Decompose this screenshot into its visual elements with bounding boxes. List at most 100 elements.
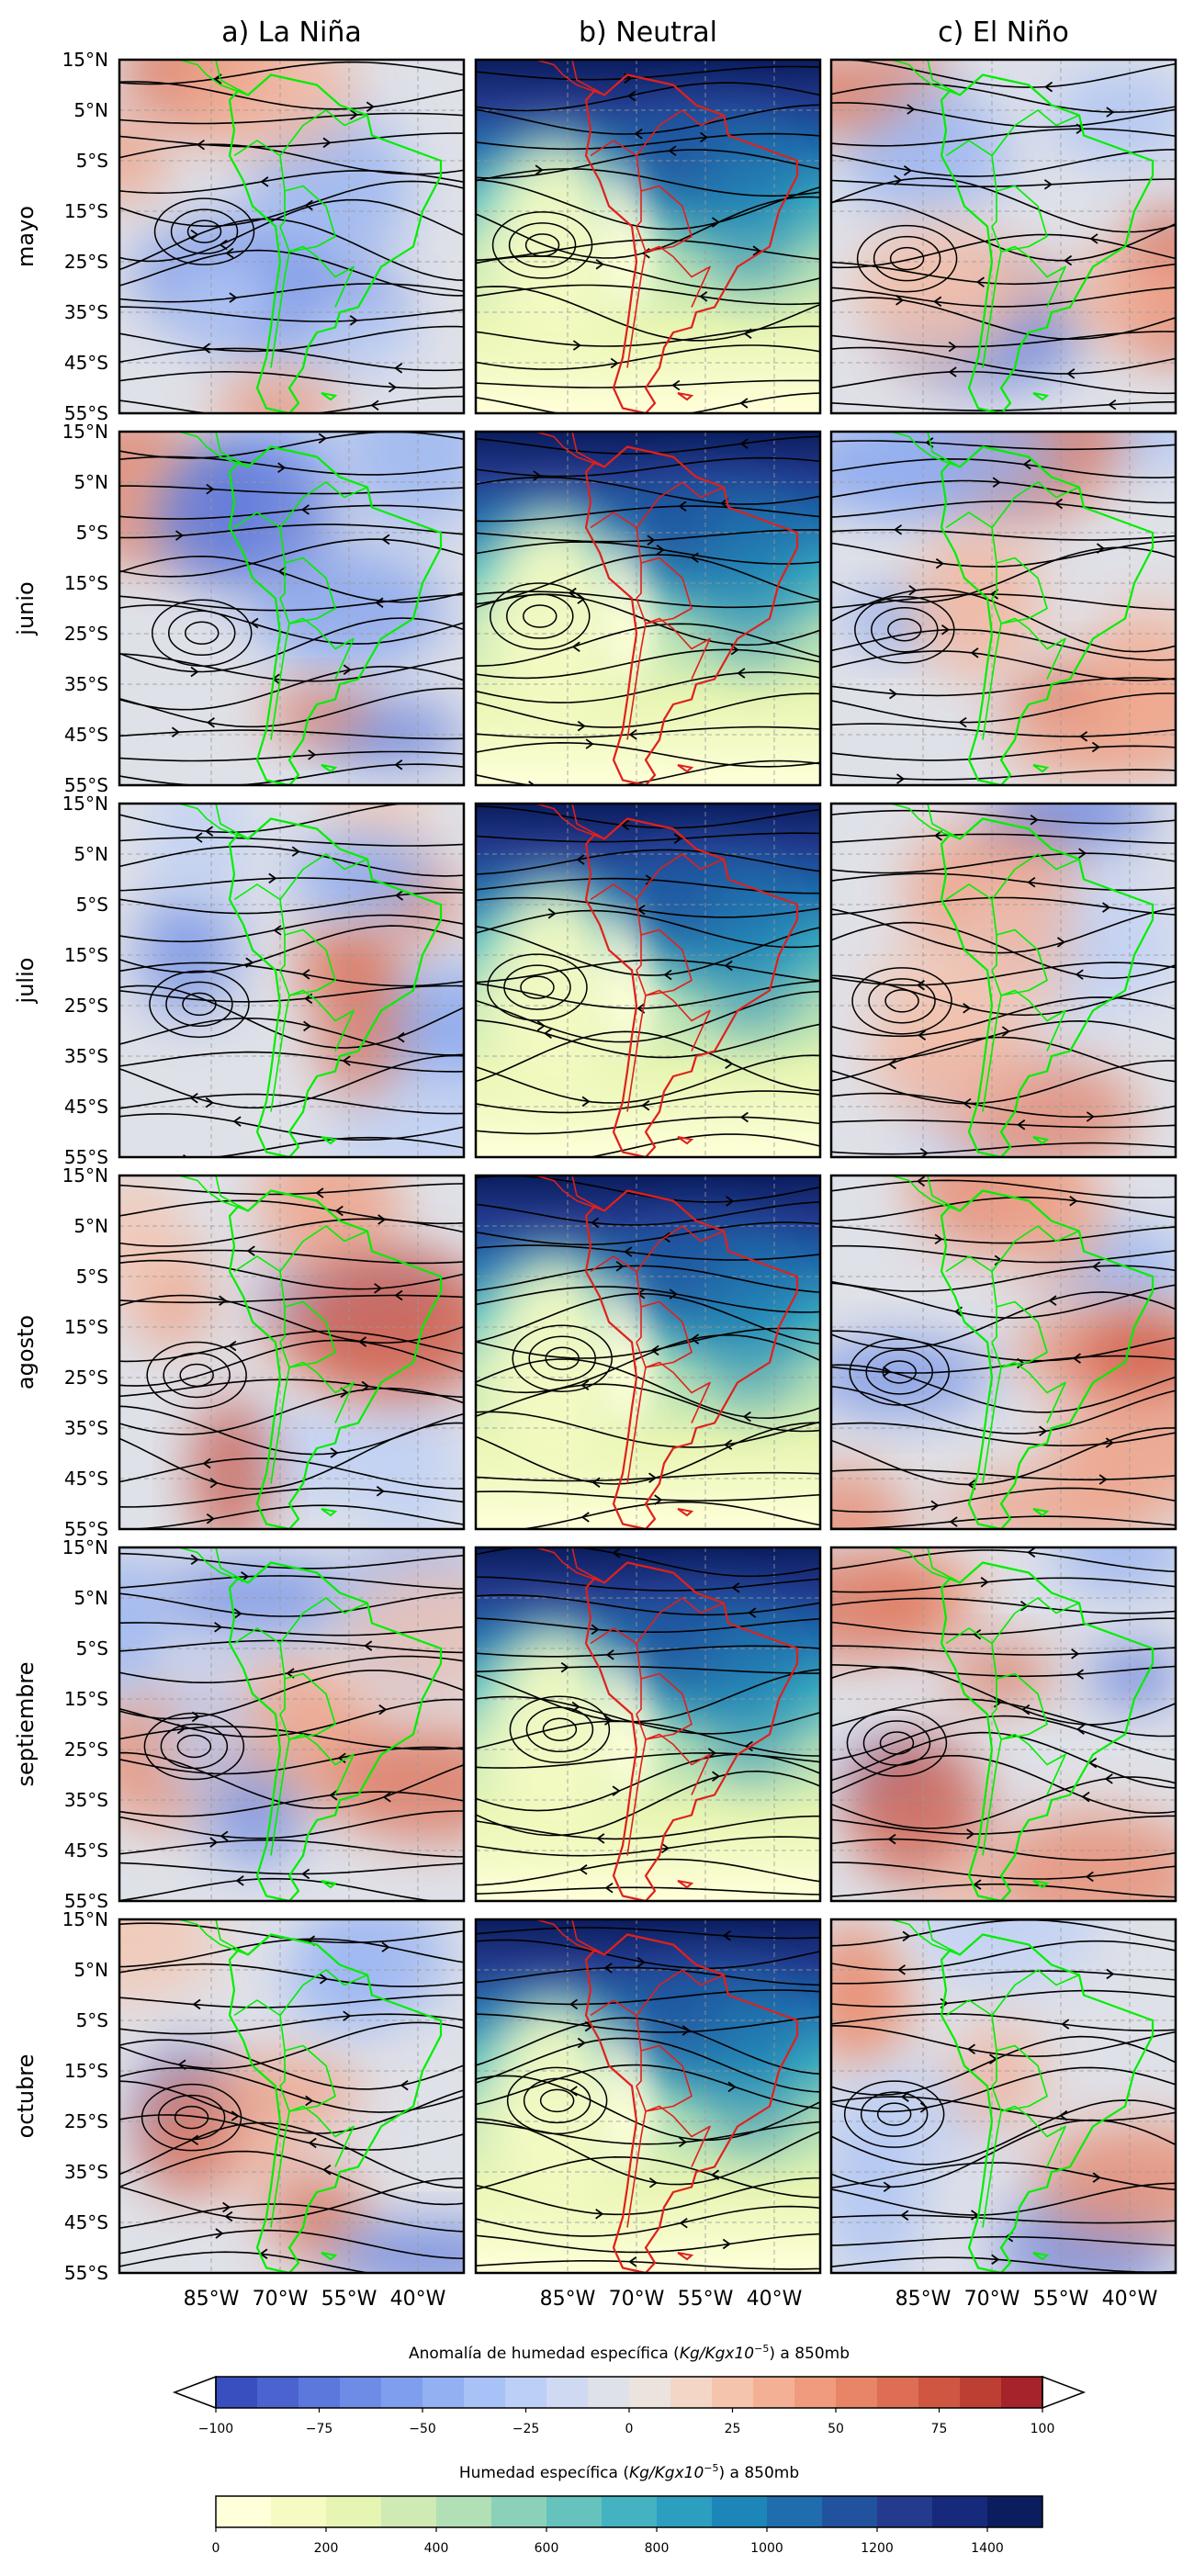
colorbar-tick-label: 100: [1031, 2422, 1055, 2436]
lat-tick-label: 15°N: [62, 1164, 108, 1187]
colorbar-tick-label: 75: [931, 2422, 948, 2436]
colorbar-swatch: [1001, 2377, 1043, 2408]
colorbar-tick-label: −75: [306, 2422, 333, 2436]
lat-tick-label: 35°S: [64, 1789, 108, 1811]
colorbar-swatch: [216, 2377, 258, 2408]
map-panel: [118, 1174, 466, 1531]
map-panel: [474, 802, 822, 1159]
anomaly-colorbar: Anomalía de humedad específica (Kg/Kgx10…: [172, 2343, 1087, 2436]
colorbar-swatch: [381, 2496, 437, 2527]
colorbar-tick-label: −100: [198, 2422, 233, 2436]
lat-tick-label: 15°S: [64, 944, 108, 966]
colorbar-extend-low: [172, 2375, 217, 2410]
colorbar-tick-label: 0: [625, 2422, 634, 2436]
lat-tick-label: 45°S: [64, 1839, 108, 1862]
lat-tick-label: 5°N: [73, 843, 108, 865]
lat-tick-label: 5°N: [73, 471, 108, 493]
colorbar-swatch: [960, 2377, 1002, 2408]
lat-tick-label: 55°S: [64, 1890, 108, 1912]
colorbar-tick-label: −25: [513, 2422, 540, 2436]
row-labels: mayo junio julio agosto septiembre octubre: [13, 206, 39, 2138]
colorbar-swatch: [505, 2377, 547, 2408]
lat-tick-label: 15°N: [62, 49, 108, 71]
map-panel: [118, 1546, 466, 1903]
lon-tick-label: 70°W: [609, 2288, 665, 2311]
map-panel: [118, 58, 466, 415]
lon-tick-label: 55°W: [1033, 2288, 1089, 2311]
lat-tick-label: 25°S: [64, 2110, 108, 2132]
lat-tick-label: 5°N: [73, 1959, 108, 1981]
colorbar-swatch: [629, 2377, 671, 2408]
colorbar-tick-label: 50: [828, 2422, 844, 2436]
lat-tick-label: 15°S: [64, 1316, 108, 1338]
lat-tick-label: 15°N: [62, 1908, 108, 1930]
colorbar-swatch: [546, 2377, 589, 2408]
lat-tick-label: 35°S: [64, 301, 108, 323]
colorbar-swatch: [381, 2377, 423, 2408]
lon-tick-label: 55°W: [321, 2288, 377, 2311]
colorbar-swatch: [877, 2377, 919, 2408]
colorbar-swatch: [712, 2377, 754, 2408]
anomaly-colorbar-title: Anomalía de humedad específica (Kg/Kgx10…: [409, 2343, 850, 2363]
column-title: a) La Niña: [221, 17, 361, 49]
lat-tick-label: 5°N: [73, 99, 108, 121]
row-label: agosto: [13, 1315, 39, 1389]
colorbar-tick-label: 400: [424, 2541, 449, 2556]
map-panel: [829, 1546, 1177, 1903]
map-panel: [829, 1174, 1177, 1531]
lat-tick-label: 25°S: [64, 995, 108, 1017]
lat-tick-label: 5°S: [76, 522, 108, 544]
colorbar-tick-label: −50: [409, 2422, 436, 2436]
lat-tick-label: 15°N: [62, 1536, 108, 1558]
neutral-colorbar-title: Humedad específica (Kg/Kgx10−5) a 850mb: [459, 2462, 799, 2482]
lat-tick-label: 45°S: [64, 352, 108, 374]
lat-tick-label: 5°N: [73, 1587, 108, 1609]
lon-tick-label: 40°W: [1102, 2288, 1158, 2311]
lat-tick-label: 5°S: [76, 1266, 108, 1288]
map-panel: [474, 1918, 822, 2275]
colorbar-tick-label: 25: [725, 2422, 741, 2436]
colorbar-tick-label: 1000: [750, 2541, 783, 2556]
lat-tick-label: 25°S: [64, 623, 108, 645]
colorbar-swatch: [216, 2496, 272, 2527]
column-title: c) El Niño: [938, 17, 1069, 49]
latitude-axes: 15°N5°N5°S15°S25°S35°S45°S55°S15°N5°N5°S…: [62, 49, 108, 2284]
lat-tick-label: 15°S: [64, 200, 108, 222]
colorbar-swatch: [326, 2496, 382, 2527]
map-panel: [829, 430, 1177, 787]
lat-tick-label: 55°S: [64, 1146, 108, 1168]
lat-tick-label: 25°S: [64, 251, 108, 273]
map-panel: [829, 1918, 1177, 2275]
lat-tick-label: 5°S: [76, 2009, 108, 2031]
lat-tick-label: 35°S: [64, 1045, 108, 1067]
lat-tick-label: 15°N: [62, 793, 108, 815]
map-panel: [118, 430, 466, 787]
colorbar-swatch: [491, 2496, 547, 2527]
lat-tick-label: 15°N: [62, 421, 108, 443]
lat-tick-label: 45°S: [64, 2211, 108, 2233]
colorbar-swatch: [298, 2377, 341, 2408]
colorbar-swatch: [822, 2496, 878, 2527]
map-panel: [474, 1546, 822, 1903]
lon-tick-label: 40°W: [390, 2288, 446, 2311]
map-panel: [829, 58, 1177, 415]
longitude-axes: 85°W 70°W 55°W 40°W 85°W 70°W 55°W 40°W 85°W 70°W…: [184, 2288, 1158, 2311]
lat-tick-label: 15°S: [64, 2060, 108, 2082]
lon-tick-label: 70°W: [964, 2288, 1020, 2311]
colorbar-swatch: [767, 2496, 823, 2527]
lat-tick-label: 35°S: [64, 1417, 108, 1439]
lat-tick-label: 25°S: [64, 1367, 108, 1389]
lon-tick-label: 85°W: [184, 2288, 240, 2311]
colorbar-tick-label: 1200: [861, 2541, 894, 2556]
lat-tick-label: 5°N: [73, 1215, 108, 1237]
lon-tick-label: 85°W: [540, 2288, 596, 2311]
column-titles: a) La Niña b) Neutral c) El Niño: [221, 17, 1069, 49]
colorbar-swatch: [546, 2496, 603, 2527]
lat-tick-label: 55°S: [64, 1518, 108, 1540]
colorbar-swatch: [918, 2377, 961, 2408]
lon-tick-label: 85°W: [896, 2288, 952, 2311]
colorbar-swatch: [602, 2496, 658, 2527]
colorbar-swatch: [877, 2496, 933, 2527]
colorbar-swatch: [753, 2377, 795, 2408]
